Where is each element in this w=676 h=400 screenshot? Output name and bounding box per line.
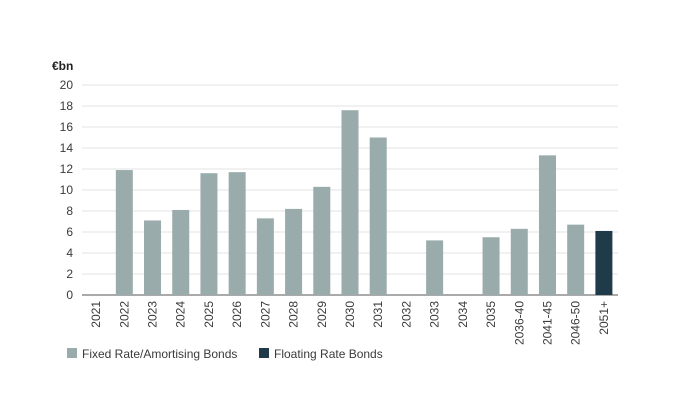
x-tick-label: 2023: [146, 301, 160, 328]
x-tick-label: 2024: [174, 301, 188, 328]
bar-fixed-rate: [538, 155, 556, 295]
y-tick-label: 10: [60, 183, 74, 197]
y-tick-label: 18: [60, 99, 74, 113]
bar-fixed-rate: [313, 186, 331, 295]
x-tick-label: 2035: [484, 301, 498, 328]
bar-fixed-rate: [285, 208, 303, 295]
y-tick-label: 8: [66, 204, 73, 218]
legend-label-fixed: Fixed Rate/Amortising Bonds: [82, 347, 237, 361]
y-tick-label: 20: [60, 78, 74, 92]
bar-fixed-rate: [482, 237, 500, 295]
y-tick-label: 16: [60, 120, 74, 134]
x-tick-label: 2051+: [597, 301, 611, 335]
y-axis-unit-label: €bn: [52, 59, 73, 73]
bar-fixed-rate: [341, 110, 359, 295]
x-tick-label: 2036-40: [512, 301, 526, 345]
y-tick-label: 2: [66, 267, 73, 281]
x-tick-label: 2033: [428, 301, 442, 328]
x-tick-label: 2021: [89, 301, 103, 328]
bar-fixed-rate: [115, 170, 133, 295]
x-tick-label: 2028: [287, 301, 301, 328]
y-tick-label: 0: [66, 288, 73, 302]
bar-fixed-rate: [172, 209, 190, 295]
bar-fixed-rate: [200, 173, 218, 295]
x-tick-label: 2025: [202, 301, 216, 328]
legend: Fixed Rate/Amortising Bonds Floating Rat…: [67, 347, 383, 361]
bar-fixed-rate: [369, 137, 387, 295]
bar-fixed-rate: [144, 220, 162, 295]
y-tick-label: 14: [60, 141, 74, 155]
x-tick-label: 2029: [315, 301, 329, 328]
x-tick-label: 2034: [456, 301, 470, 328]
x-tick-label: 2026: [230, 301, 244, 328]
legend-swatch-fixed: [67, 348, 77, 358]
x-tick-label: 2030: [343, 301, 357, 328]
legend-label-floating: Floating Rate Bonds: [274, 347, 383, 361]
y-tick-label: 4: [66, 246, 73, 260]
y-tick-label: 12: [60, 162, 74, 176]
axes: €bn 0 2 4 6 8 10 12 14 16 18 20 2021 2022 2023 2024 202…: [52, 59, 611, 345]
x-tick-label: 2032: [399, 301, 413, 328]
bar-fixed-rate: [510, 228, 528, 295]
x-tick-label: 2027: [258, 301, 272, 328]
bar-fixed-rate: [426, 240, 444, 295]
x-tick-label: 2022: [117, 301, 131, 328]
x-tick-label: 2031: [371, 301, 385, 328]
bar-fixed-rate: [567, 224, 585, 295]
bar-floating-rate: [595, 230, 613, 295]
legend-swatch-floating: [259, 348, 269, 358]
bar-fixed-rate: [256, 218, 274, 295]
y-tick-label: 6: [66, 225, 73, 239]
bars: [115, 110, 613, 295]
x-tick-label: 2041-45: [540, 301, 554, 345]
bar-fixed-rate: [228, 172, 246, 295]
x-tick-label: 2046-50: [569, 301, 583, 345]
